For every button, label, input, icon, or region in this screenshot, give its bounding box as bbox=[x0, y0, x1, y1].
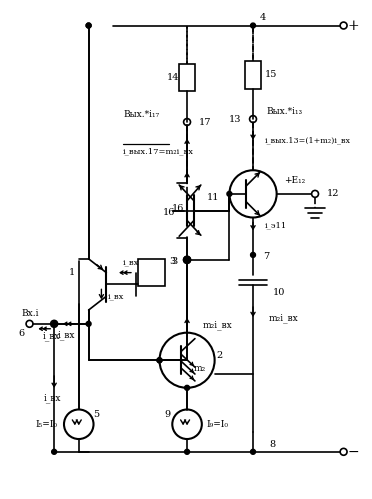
Text: i_вых.17=m₂i_вх: i_вых.17=m₂i_вх bbox=[123, 148, 194, 156]
Circle shape bbox=[227, 192, 232, 196]
Circle shape bbox=[157, 358, 162, 363]
Circle shape bbox=[185, 385, 189, 390]
Circle shape bbox=[86, 321, 91, 326]
Text: 6: 6 bbox=[19, 329, 25, 338]
Text: i_э11: i_э11 bbox=[265, 222, 287, 230]
Text: i_вх: i_вх bbox=[44, 393, 61, 403]
Circle shape bbox=[185, 256, 189, 261]
Text: +E₁₂: +E₁₂ bbox=[284, 176, 305, 185]
Circle shape bbox=[52, 450, 57, 454]
Text: 12: 12 bbox=[327, 190, 339, 199]
Text: i_вх: i_вх bbox=[42, 332, 60, 341]
Text: i_вх: i_вх bbox=[123, 259, 139, 267]
Text: 8: 8 bbox=[270, 441, 276, 450]
Text: 3: 3 bbox=[169, 257, 175, 266]
Bar bbox=[245, 61, 261, 88]
Text: i_вых.13=(1+m₂)i_вх: i_вых.13=(1+m₂)i_вх bbox=[265, 137, 351, 145]
Text: 11: 11 bbox=[207, 193, 219, 202]
Circle shape bbox=[52, 321, 57, 326]
Text: −: − bbox=[347, 445, 359, 459]
Text: i_вх: i_вх bbox=[57, 331, 75, 340]
Text: +: + bbox=[347, 18, 359, 32]
Text: 16: 16 bbox=[172, 204, 184, 213]
Text: m₂i_вх: m₂i_вх bbox=[269, 313, 298, 323]
Text: i_вх: i_вх bbox=[108, 292, 124, 300]
Text: Вых.*i₁₃: Вых.*i₁₃ bbox=[267, 107, 303, 116]
Text: 3: 3 bbox=[171, 257, 177, 266]
Circle shape bbox=[157, 358, 162, 363]
Circle shape bbox=[185, 257, 189, 262]
Text: 9: 9 bbox=[164, 410, 170, 419]
Text: 14: 14 bbox=[167, 73, 180, 82]
Text: 1: 1 bbox=[69, 268, 75, 277]
Text: 16: 16 bbox=[163, 208, 175, 217]
Circle shape bbox=[251, 252, 256, 257]
Text: I₅=I₀: I₅=I₀ bbox=[35, 420, 57, 429]
Circle shape bbox=[185, 257, 189, 262]
Circle shape bbox=[251, 450, 256, 454]
Text: I₉=I₀: I₉=I₀ bbox=[207, 420, 229, 429]
Text: Вых.*i₁₇: Вых.*i₁₇ bbox=[124, 110, 160, 119]
Text: m₂i_вх: m₂i_вх bbox=[203, 320, 232, 330]
Text: 13: 13 bbox=[229, 115, 241, 124]
Circle shape bbox=[251, 23, 256, 28]
Text: 17: 17 bbox=[199, 117, 211, 127]
Text: m₂: m₂ bbox=[194, 364, 206, 373]
Text: 7: 7 bbox=[263, 252, 269, 261]
Circle shape bbox=[86, 23, 91, 28]
Text: 10: 10 bbox=[273, 288, 285, 297]
Bar bbox=[179, 64, 195, 91]
Text: Вх.i: Вх.i bbox=[22, 309, 39, 318]
Text: 2: 2 bbox=[217, 351, 223, 360]
Circle shape bbox=[185, 450, 189, 454]
Text: 15: 15 bbox=[265, 70, 277, 79]
Circle shape bbox=[86, 23, 91, 28]
Text: 4: 4 bbox=[260, 13, 266, 22]
Bar bbox=[138, 259, 166, 286]
Text: 5: 5 bbox=[93, 410, 100, 419]
